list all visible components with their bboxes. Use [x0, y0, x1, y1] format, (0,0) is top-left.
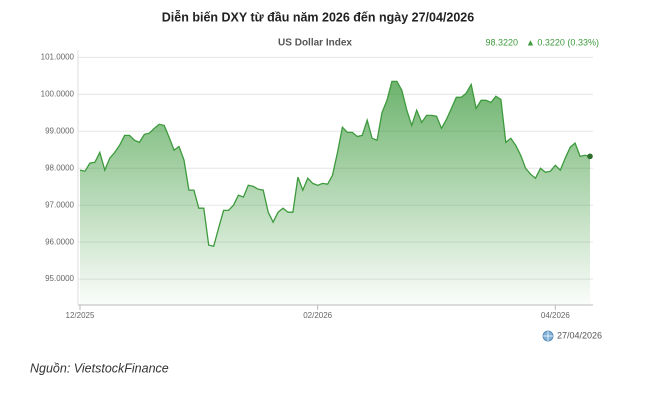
- y-tick-label: 95.0000: [45, 274, 74, 283]
- last-point: [587, 153, 593, 160]
- y-tick-label: 96.0000: [45, 237, 74, 246]
- y-tick-label: 98.0000: [45, 163, 74, 172]
- y-tick-label: 101.0000: [41, 53, 75, 62]
- globe-icon: [542, 330, 554, 342]
- x-tick-label: 12/2025: [66, 311, 95, 320]
- date-label: 27/04/2026: [557, 330, 602, 340]
- chart-title: Diễn biến DXY từ đầu năm 2026 đến ngày 2…: [162, 9, 474, 24]
- x-tick-label: 02/2026: [303, 311, 332, 320]
- source: Nguồn: VietstockFinance: [30, 361, 169, 375]
- y-tick-label: 99.0000: [45, 126, 74, 135]
- change: ▲ 0.3220 (0.33%): [526, 37, 599, 47]
- y-tick-label: 100.0000: [41, 89, 75, 98]
- chart-subtitle: US Dollar Index: [278, 38, 352, 49]
- x-tick-label: 04/2026: [541, 311, 570, 320]
- line: [79, 80, 591, 247]
- y-tick-label: 97.0000: [45, 200, 74, 209]
- area-fill: [80, 81, 590, 306]
- last-value: 98.3220: [485, 37, 518, 47]
